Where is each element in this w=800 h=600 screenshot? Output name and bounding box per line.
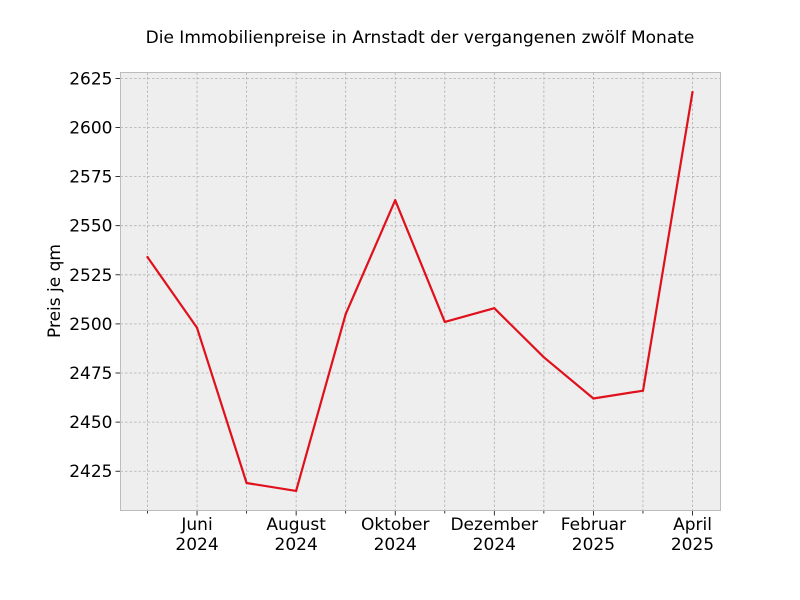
x-tick-label-year: 2025 [671,535,714,555]
x-tick-label-month: Oktober [361,515,430,535]
plot-frame [120,72,721,511]
y-tick-label: 2450 [69,413,112,433]
y-tick-label: 2525 [69,266,112,286]
grid [120,72,721,511]
x-tick-label-year: 2024 [374,535,417,555]
data-point [641,389,645,392]
x-tick-label-year: 2024 [473,535,516,555]
data-point [344,312,347,316]
data-point [493,307,496,310]
data-point [394,199,397,202]
data-point [592,397,595,400]
y-tick-label: 2625 [69,69,112,89]
x-tick-label-month: August [266,515,326,535]
x-tick-label-year: 2025 [572,535,615,555]
series-layer [146,90,694,492]
x-tick-label-month: Juni [180,515,212,535]
x-tick-label-month: Februar [561,515,626,535]
data-point [542,356,545,359]
data-point [443,320,446,324]
series-line [146,90,694,492]
x-tick-label-month: Dezember [450,515,538,535]
chart-title: Die Immobilienpreise in Arnstadt der ver… [146,28,695,48]
y-tick-label: 2500 [69,315,112,335]
y-axis-label: Preis je qm [45,244,65,338]
plot-area [120,72,721,511]
data-point [195,326,199,329]
y-tick-label: 2600 [69,118,112,138]
data-point [295,489,298,492]
x-tick-label-year: 2024 [175,535,218,555]
data-point [691,91,694,94]
y-tick-label: 2575 [69,168,112,188]
data-point [146,256,149,259]
axis-ticks: 2425 2450 2475 2500 2525 2550 2575 2600 2625 Juni… [69,69,714,555]
x-tick-label-month: April [673,515,712,535]
y-tick-label: 2475 [69,364,112,384]
y-tick-label: 2550 [69,217,112,237]
y-tick-label: 2425 [69,462,112,482]
data-point [245,481,248,485]
x-tick-label-year: 2024 [275,535,318,555]
